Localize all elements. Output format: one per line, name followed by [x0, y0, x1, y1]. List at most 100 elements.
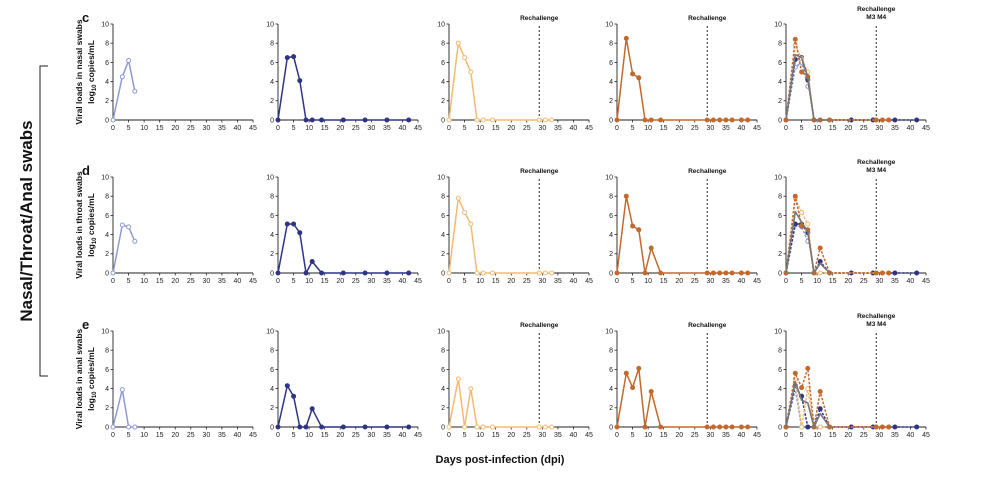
x-tick-label: 40 — [907, 278, 915, 285]
y-tick-label: 4 — [441, 386, 445, 393]
y-tick-label: 6 — [105, 60, 109, 67]
data-point — [729, 117, 735, 123]
y-tick-label: 8 — [778, 194, 782, 201]
panel-c-3: 0 5 10 15 20 25 30 35 40 45 0 2 4 6 8 10 Rechallenge — [437, 15, 593, 132]
data-point — [490, 117, 496, 123]
x-tick-label: 5 — [292, 432, 296, 439]
x-tick-label: 20 — [675, 432, 683, 439]
x-tick-label: 35 — [722, 432, 730, 439]
data-point — [799, 69, 805, 75]
series-line — [616, 37, 748, 121]
data-point — [873, 424, 879, 430]
x-tick-label: 15 — [321, 278, 329, 285]
y-tick-label: 8 — [609, 348, 613, 355]
y-tick-label: 6 — [609, 60, 613, 67]
x-tick-label: 20 — [844, 278, 852, 285]
y-tick-label: 0 — [270, 117, 274, 124]
data-point — [297, 424, 303, 430]
y-tick-label: 0 — [441, 270, 445, 277]
rechallenge-label: Rechallenge — [520, 15, 559, 22]
x-tick-label: 25 — [523, 125, 531, 132]
data-point — [658, 424, 664, 430]
y-tick-label: 6 — [270, 213, 274, 220]
x-tick-label: 40 — [570, 432, 578, 439]
x-tick-label: 40 — [570, 125, 578, 132]
x-tick-label: 0 — [447, 432, 451, 439]
data-point — [642, 117, 648, 123]
data-point — [284, 383, 290, 389]
x-tick-label: 15 — [492, 432, 500, 439]
x-tick-label: 10 — [305, 432, 313, 439]
y-tick-label: 2 — [270, 405, 274, 412]
y-tick-label: 10 — [605, 174, 613, 181]
x-tick-label: 45 — [414, 432, 422, 439]
series-monkey-4 — [614, 35, 751, 123]
data-point — [303, 270, 309, 276]
y-tick-label: 0 — [778, 270, 782, 277]
x-tick-label: 10 — [813, 432, 821, 439]
x-tick-label: 40 — [234, 432, 242, 439]
series-line — [785, 223, 917, 274]
data-point — [630, 223, 636, 229]
side-label: Nasal/Throat/Anal swabs — [17, 120, 36, 321]
x-tick-label: 25 — [352, 278, 360, 285]
y-tick-label: 8 — [105, 348, 109, 355]
x-tick-label: 30 — [367, 125, 375, 132]
y-tick-label: 0 — [778, 117, 782, 124]
x-tick-label: 40 — [738, 278, 746, 285]
data-point — [623, 370, 629, 376]
data-point — [284, 221, 290, 227]
x-tick-label: 10 — [644, 125, 652, 132]
x-tick-label: 25 — [352, 432, 360, 439]
y-tick-label: 4 — [609, 232, 613, 239]
data-point — [462, 55, 468, 61]
x-tick-label: 5 — [463, 125, 467, 132]
x-tick-label: 30 — [875, 432, 883, 439]
x-tick-label: 10 — [140, 278, 148, 285]
data-point — [275, 270, 281, 276]
x-tick-label: 15 — [156, 278, 164, 285]
x-tick-label: 45 — [585, 432, 593, 439]
y-tick-label: 6 — [105, 213, 109, 220]
x-tick-label: 20 — [171, 125, 179, 132]
data-point — [132, 424, 138, 430]
data-point — [614, 270, 620, 276]
series-line — [277, 384, 409, 428]
y-tick-label: 8 — [778, 41, 782, 48]
x-tick-label: 35 — [891, 278, 899, 285]
x-tick-label: 10 — [476, 125, 484, 132]
data-point — [549, 117, 555, 123]
y-tick-label: 0 — [778, 424, 782, 431]
data-point — [658, 117, 664, 123]
x-tick-label: 15 — [660, 432, 668, 439]
data-point — [792, 370, 798, 376]
x-tick-label: 40 — [234, 125, 242, 132]
data-point — [658, 270, 664, 276]
x-tick-label: 45 — [249, 125, 257, 132]
series-line — [785, 210, 831, 274]
x-tick-label: 5 — [292, 125, 296, 132]
data-point — [474, 424, 480, 430]
data-point — [886, 117, 892, 123]
data-point — [636, 227, 642, 233]
data-point — [873, 270, 879, 276]
data-point — [319, 424, 325, 430]
data-point — [817, 406, 823, 412]
row-label: c — [82, 10, 89, 25]
data-point — [549, 270, 555, 276]
x-tick-label: 20 — [507, 278, 515, 285]
y-axis-unit: log10 copies/mL — [86, 40, 98, 104]
x-tick-label: 25 — [691, 125, 699, 132]
y-axis-unit: log10 copies/mL — [86, 347, 98, 411]
x-tick-label: 30 — [706, 278, 714, 285]
series-line — [785, 381, 831, 428]
data-point — [303, 424, 309, 430]
series-m4 — [783, 36, 892, 123]
x-tick-label: 5 — [127, 125, 131, 132]
y-tick-label: 0 — [609, 270, 613, 277]
x-tick-label: 0 — [111, 125, 115, 132]
y-tick-label: 2 — [778, 405, 782, 412]
x-tick-label: 45 — [249, 278, 257, 285]
x-tick-label: 5 — [127, 432, 131, 439]
